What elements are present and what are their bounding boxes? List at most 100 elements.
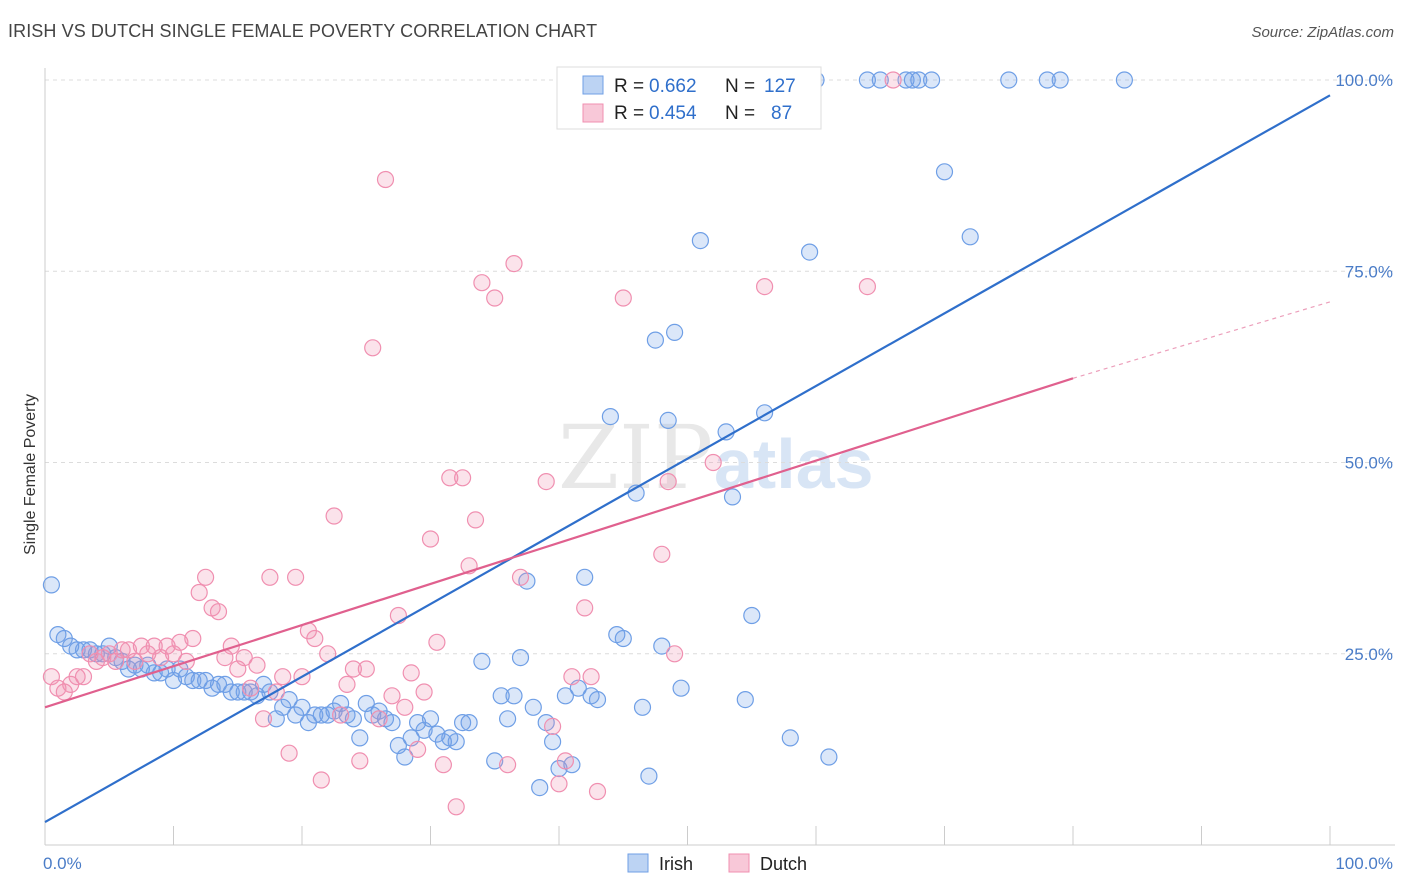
dutch-point-56 — [402, 664, 420, 682]
x-tick-label-1: 100.0% — [1335, 854, 1393, 873]
dutch-point-34 — [261, 568, 279, 586]
dutch-point-31 — [242, 679, 260, 697]
dutch-point-67 — [473, 274, 491, 292]
bottom-legend-irish-label: Irish — [659, 854, 693, 874]
irish-point-103 — [781, 729, 799, 747]
irish-point-39 — [293, 698, 311, 716]
irish-point-100 — [736, 690, 754, 709]
dutch-point-61 — [434, 756, 452, 774]
dutch-point-58 — [415, 683, 433, 701]
dutch-point-64 — [454, 469, 472, 487]
dutch-point-52 — [376, 170, 395, 189]
irish-point-68 — [492, 687, 510, 705]
irish-point-23 — [190, 671, 208, 690]
irish-point-67 — [486, 752, 504, 770]
irish-point-98 — [723, 488, 742, 506]
dutch-point-48 — [351, 752, 369, 770]
dutch-point-80 — [614, 289, 632, 307]
irish-point-89 — [640, 767, 658, 785]
watermark-atlas: atlas — [714, 425, 874, 503]
dutch-point-59 — [421, 530, 440, 548]
irish-point-116 — [1038, 71, 1056, 89]
irish-point-69 — [499, 710, 517, 728]
irish-point-59 — [421, 710, 440, 728]
irish-trend-line — [44, 94, 1331, 824]
irish-point-0 — [42, 576, 61, 594]
legend-dutch-swatch — [582, 103, 604, 123]
y-tick-label-1: 50.0% — [1345, 454, 1393, 473]
dutch-point-4 — [68, 668, 86, 686]
dutch-point-69 — [499, 756, 517, 774]
irish-point-81 — [576, 568, 594, 586]
dutch-point-44 — [325, 507, 343, 525]
dutch-point-30 — [235, 648, 253, 667]
irish-point-101 — [743, 606, 761, 625]
irish-point-117 — [1051, 71, 1069, 89]
irish-point-111 — [910, 71, 928, 89]
dutch-point-42 — [312, 771, 330, 789]
irish-point-104 — [800, 243, 819, 261]
irish-point-28 — [222, 683, 240, 701]
dutch-point-62 — [441, 469, 459, 487]
irish-point-74 — [531, 778, 549, 797]
legend-dutch-r-value: 0.454 — [649, 103, 697, 124]
dutch-point-87 — [884, 71, 902, 89]
y-tick-label-0: 25.0% — [1345, 645, 1393, 664]
bottom-legend-dutch-label: Dutch — [760, 854, 807, 874]
legend-irish-n-value: 127 — [764, 76, 796, 97]
dutch-trend-line — [44, 377, 1074, 709]
irish-point-86 — [614, 629, 632, 648]
dutch-point-45 — [332, 706, 350, 724]
dutch-point-75 — [556, 752, 575, 770]
dutch-point-74 — [550, 775, 568, 793]
dutch-point-24 — [197, 568, 215, 586]
bottom-legend: Irish Dutch — [627, 853, 807, 874]
bottom-legend-dutch-swatch — [728, 853, 750, 873]
dutch-point-79 — [588, 782, 607, 801]
dutch-point-23 — [190, 583, 208, 602]
dutch-point-36 — [274, 668, 292, 686]
irish-point-73 — [524, 698, 542, 716]
dutch-point-68 — [486, 289, 504, 307]
irish-point-115 — [1000, 71, 1018, 89]
irish-point-70 — [505, 687, 523, 705]
dutch-point-41 — [306, 629, 324, 648]
dutch-point-26 — [209, 603, 228, 621]
irish-point-37 — [280, 690, 298, 709]
irish-point-91 — [653, 637, 671, 655]
dutch-point-49 — [357, 660, 375, 678]
irish-point-93 — [665, 323, 684, 341]
dutch-point-32 — [248, 656, 266, 674]
irish-point-112 — [922, 71, 941, 89]
dutch-point-77 — [576, 599, 594, 617]
dutch-point-37 — [280, 744, 298, 762]
legend-irish-n-label: N = — [725, 76, 755, 97]
irish-point-108 — [871, 71, 889, 89]
trend-lines — [44, 94, 1331, 824]
irish-point-90 — [646, 331, 665, 349]
dutch-point-13 — [126, 652, 144, 671]
dutch-point-82 — [659, 473, 677, 491]
irish-point-55 — [396, 748, 414, 766]
dutch-point-66 — [466, 511, 485, 529]
legend-dutch-n-label: N = — [725, 103, 755, 124]
y-axis-title: Single Female Poverty — [22, 394, 39, 555]
dutch-point-78 — [582, 668, 600, 686]
dutch-point-5 — [74, 668, 93, 686]
irish-point-110 — [903, 71, 922, 89]
legend-dutch-n-value: 87 — [771, 103, 792, 124]
y-tick-label-3: 100.0% — [1335, 71, 1393, 90]
dutch-point-85 — [755, 278, 774, 296]
irish-point-107 — [858, 71, 877, 89]
dutch-point-51 — [370, 710, 388, 728]
dutch-point-55 — [396, 698, 414, 716]
legend-irish-swatch — [582, 75, 604, 95]
x-tick-label-0: 0.0% — [43, 854, 82, 873]
irish-point-53 — [383, 713, 401, 732]
irish-point-71 — [511, 648, 530, 667]
watermark-zip: ZIP — [558, 406, 713, 509]
dutch-point-81 — [653, 545, 671, 563]
chart-title: IRISH VS DUTCH SINGLE FEMALE POVERTY COR… — [8, 21, 598, 41]
dutch-point-46 — [338, 675, 356, 694]
irish-point-76 — [543, 733, 562, 751]
